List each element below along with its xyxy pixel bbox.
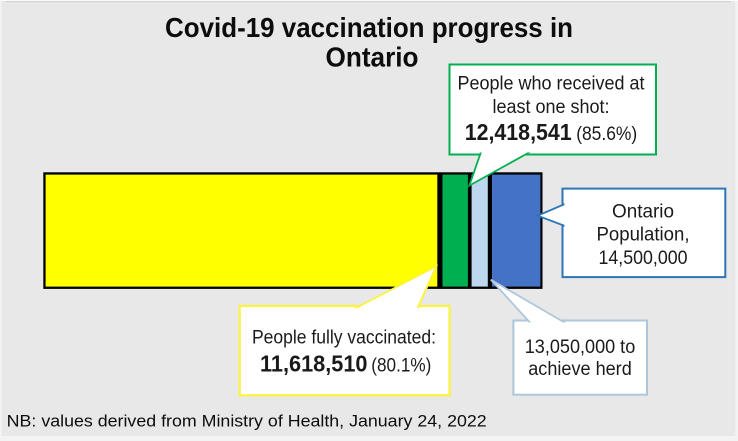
svg-text:People fully vaccinated:: People fully vaccinated: xyxy=(252,327,436,348)
svg-text:13,050,000 to: 13,050,000 to xyxy=(525,337,636,358)
svg-text:14,500,000: 14,500,000 xyxy=(599,248,688,269)
svg-text:least one shot:: least one shot: xyxy=(493,97,610,118)
svg-text:Population,: Population, xyxy=(597,224,690,245)
svg-text:achieve herd: achieve herd xyxy=(528,359,632,380)
svg-text:People who received at: People who received at xyxy=(458,74,646,95)
svg-text:NB: values derived from Minist: NB: values derived from Ministry of Heal… xyxy=(7,412,487,431)
svg-text:Covid-19 vaccination progress: Covid-19 vaccination progress in xyxy=(165,12,573,43)
svg-text:11,618,510(80.1%): 11,618,510 (80.1%) xyxy=(260,350,431,376)
svg-text:12,418,541(85.6%): 12,418,541 (85.6%) xyxy=(465,119,638,145)
svg-text:Ontario: Ontario xyxy=(612,202,674,223)
svg-text:Ontario: Ontario xyxy=(326,42,419,73)
